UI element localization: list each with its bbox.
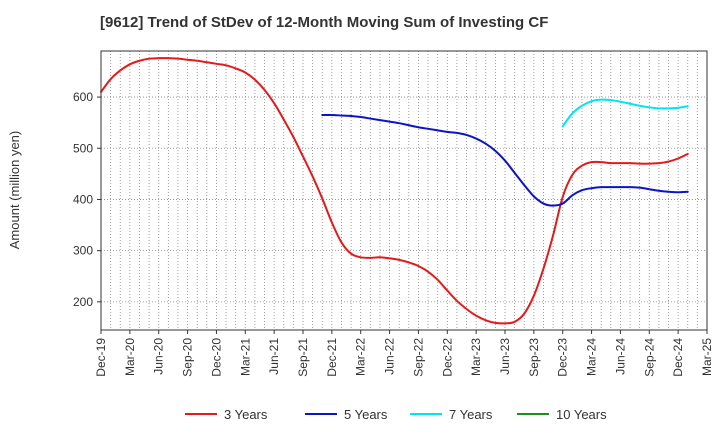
y-tick-label: 400 <box>73 192 93 206</box>
x-tick-label: Sep-24 <box>642 338 656 377</box>
series-line-0 <box>100 57 689 325</box>
x-tick-label: Sep-20 <box>181 338 195 377</box>
legend: 3 Years 5 Years 7 Years 10 Years <box>185 407 607 422</box>
y-tick-label: 200 <box>73 295 93 309</box>
series-line-1 <box>321 113 689 207</box>
x-tick-label: Dec-23 <box>556 338 570 377</box>
legend-label-1: 5 Years <box>344 407 388 422</box>
y-tick-label: 600 <box>73 90 93 104</box>
x-tick-label: Dec-19 <box>94 338 108 377</box>
x-tick-label: Dec-24 <box>671 338 685 377</box>
x-tick-label: Jun-23 <box>498 338 512 375</box>
x-tick-label: Jun-24 <box>613 338 627 375</box>
y-axis-label: Amount (million yen) <box>7 131 22 250</box>
x-ticks: Dec-19 Mar-20 Jun-20 Sep-20 Dec-20 Mar-21 Jun-… <box>94 330 714 377</box>
plot-frame <box>100 50 708 331</box>
x-tick-label: Dec-20 <box>209 338 223 377</box>
y-ticks: 200 300 400 500 600 <box>73 90 101 309</box>
x-tick-label: Dec-22 <box>440 338 454 377</box>
x-tick-label: Sep-21 <box>296 338 310 377</box>
x-tick-label: Jun-20 <box>152 338 166 375</box>
x-tick-label: Jun-21 <box>267 338 281 375</box>
x-tick-label: Mar-25 <box>700 338 714 376</box>
x-tick-label: Mar-22 <box>354 338 368 376</box>
legend-label-2: 7 Years <box>449 407 493 422</box>
y-tick-label: 300 <box>73 244 93 258</box>
x-tick-label: Dec-21 <box>325 338 339 377</box>
x-tick-label: Jun-22 <box>383 338 397 375</box>
x-tick-label: Mar-24 <box>585 338 599 376</box>
x-tick-label: Mar-20 <box>123 338 137 376</box>
x-tick-label: Sep-22 <box>411 338 425 377</box>
y-tick-label: 500 <box>73 141 93 155</box>
chart-title: [9612] Trend of StDev of 12-Month Moving… <box>100 14 548 31</box>
grid <box>101 51 707 330</box>
series-lines <box>100 57 689 325</box>
x-tick-label: Sep-23 <box>527 338 541 377</box>
legend-label-3: 10 Years <box>556 407 607 422</box>
series-line-2 <box>561 98 689 128</box>
legend-label-0: 3 Years <box>224 407 268 422</box>
x-tick-label: Mar-21 <box>238 338 252 376</box>
x-tick-label: Mar-23 <box>469 338 483 376</box>
